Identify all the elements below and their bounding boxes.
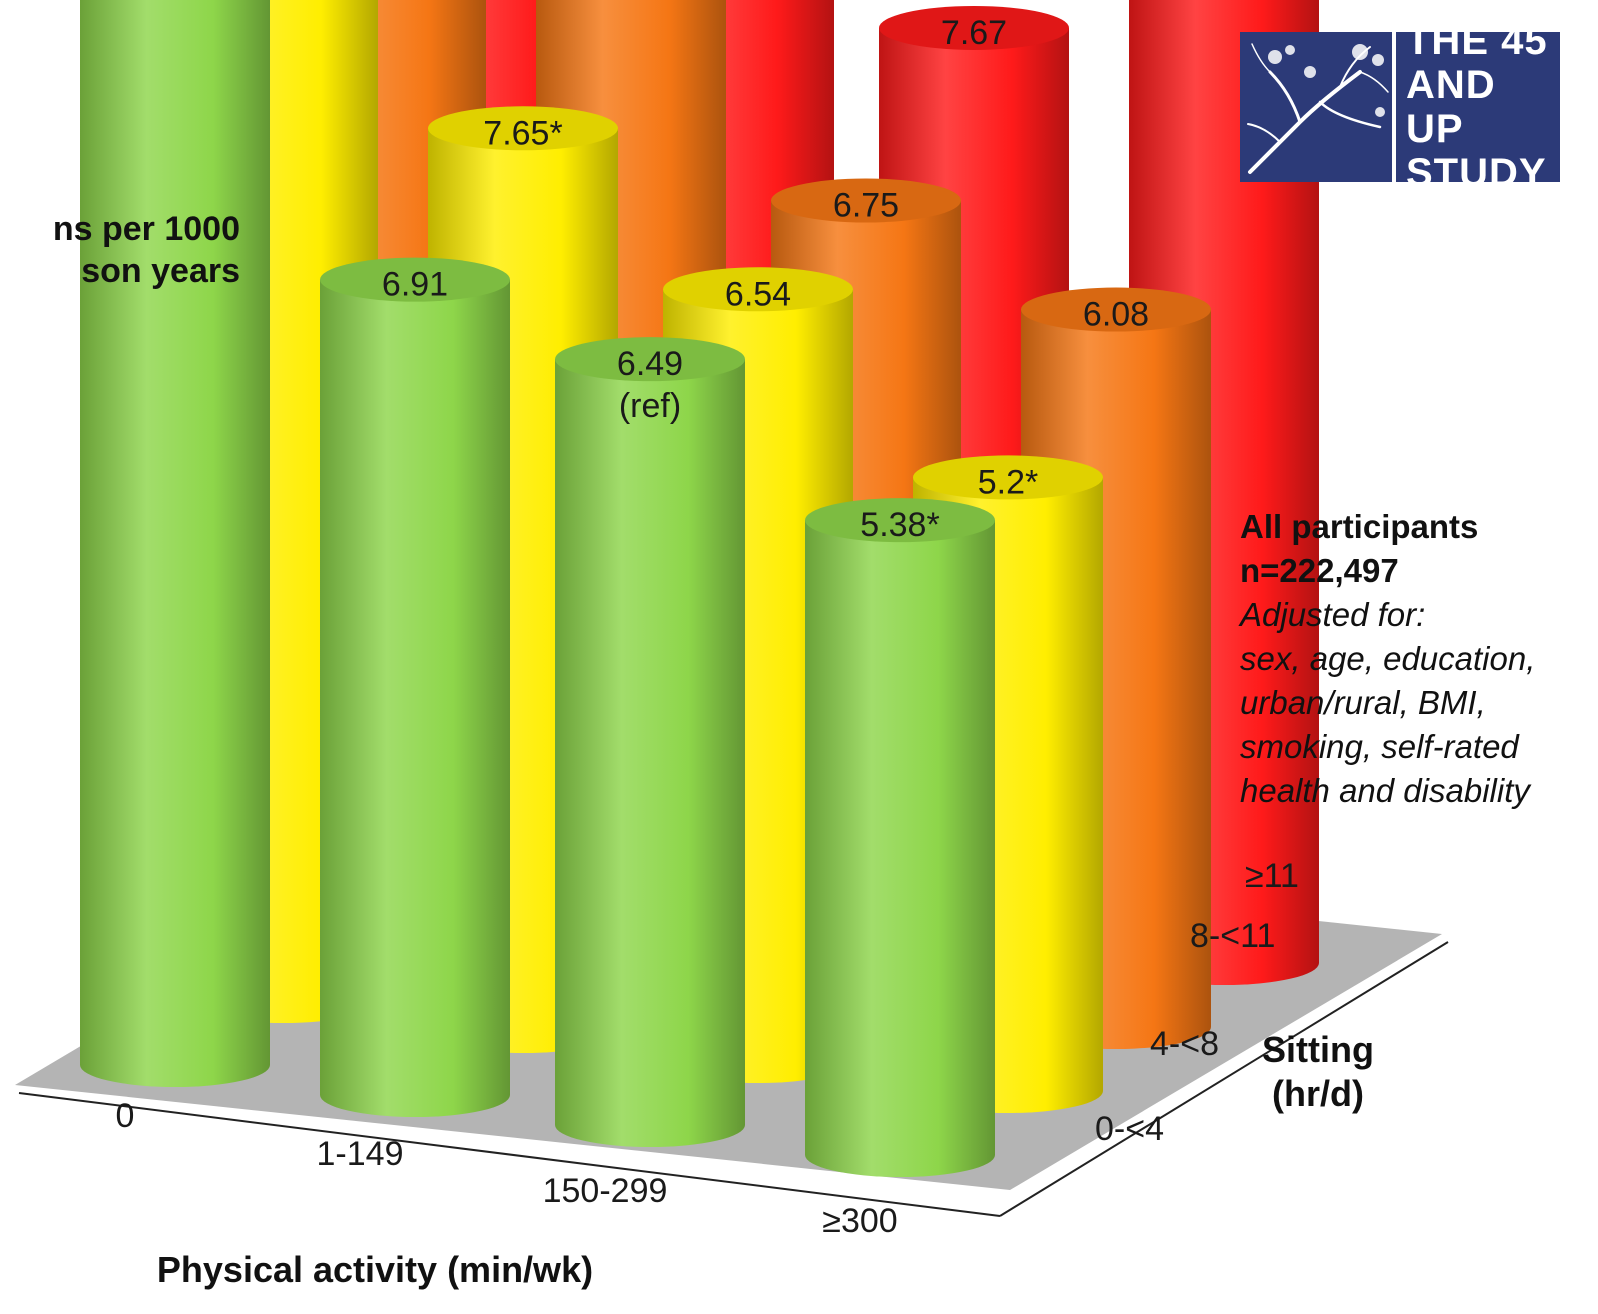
data-sublabel: (ref)	[619, 387, 681, 425]
logo-line-3: STUDY	[1406, 151, 1547, 195]
bar-top	[913, 455, 1103, 500]
bar-top	[805, 498, 995, 543]
z-axis-line	[999, 941, 1449, 1217]
x-tick-label: 150-299	[543, 1172, 668, 1210]
y-axis-label: ns per 1000 son years	[0, 208, 240, 292]
data-label: 7.67	[941, 14, 1007, 52]
notes-covariate-line: urban/rural, BMI,	[1240, 684, 1486, 721]
bar-cylinder: 9.26*	[80, 0, 270, 1087]
study-logo: THE 45 AND UP STUDY	[1240, 19, 1560, 195]
bar-top	[771, 178, 961, 223]
bar-top	[320, 257, 510, 302]
notes-heading: All participants	[1240, 508, 1479, 545]
bar-body	[320, 279, 510, 1117]
z-axis-title: (hr/d)	[1272, 1073, 1364, 1114]
bar-cylinder: 6.49 (ref)	[555, 337, 745, 1147]
bar-top	[879, 5, 1069, 50]
data-label: 5.2*	[978, 463, 1039, 501]
bar-body	[555, 359, 745, 1147]
tree-silhouette-icon	[1240, 32, 1392, 182]
x-tick-label: 1-149	[317, 1135, 404, 1173]
logo-line-1: THE 45	[1406, 19, 1548, 63]
data-label: 6.08	[1083, 296, 1149, 334]
bar-body	[80, 0, 270, 1087]
bar-top	[555, 337, 745, 382]
logo-divider	[1392, 32, 1396, 182]
bar-top	[428, 106, 618, 151]
bar-top	[663, 267, 853, 312]
z-tick-label: 8-<11	[1190, 917, 1275, 955]
bar-body	[805, 520, 995, 1177]
bar-cylinder: 5.38*	[805, 498, 995, 1177]
data-label: 6.49	[617, 345, 683, 383]
data-label: 6.75	[833, 187, 899, 225]
bar-cylinder: 6.91	[320, 257, 510, 1117]
y-axis-label-line-2: son years	[81, 252, 240, 290]
notes-sample-size: n=222,497	[1240, 552, 1399, 589]
notes-covariate-line: sex, age, education,	[1240, 640, 1536, 677]
notes-adjusted-label: Adjusted for:	[1240, 596, 1426, 633]
logo-text: THE 45 AND UP STUDY	[1396, 19, 1560, 195]
data-label: 5.38*	[860, 506, 939, 544]
data-label: 8.39*	[591, 0, 670, 1]
bar-top	[1021, 287, 1211, 332]
data-label: 6.54	[725, 275, 791, 313]
x-tick-label: ≥300	[822, 1202, 897, 1240]
y-axis-label-line-1: ns per 1000	[52, 210, 240, 248]
z-tick-label: ≥11	[1245, 857, 1299, 895]
x-axis-line	[18, 1092, 1001, 1217]
z-axis-title: Sitting	[1262, 1029, 1374, 1070]
data-label: 7.65*	[483, 114, 562, 152]
z-tick-label: 4-<8	[1150, 1025, 1219, 1063]
notes-covariate-line: smoking, self-rated	[1240, 728, 1519, 765]
x-axis-title: Physical activity (min/wk)	[157, 1249, 593, 1290]
logo-line-2: AND UP	[1406, 63, 1496, 151]
x-tick-label: 0	[116, 1097, 135, 1135]
notes-covariate-line: health and disability	[1240, 772, 1530, 809]
z-tick-label: 0-<4	[1095, 1110, 1164, 1148]
annotation-notes: All participants n=222,497 Adjusted for:…	[1240, 505, 1595, 813]
data-label: 6.91	[382, 266, 448, 304]
